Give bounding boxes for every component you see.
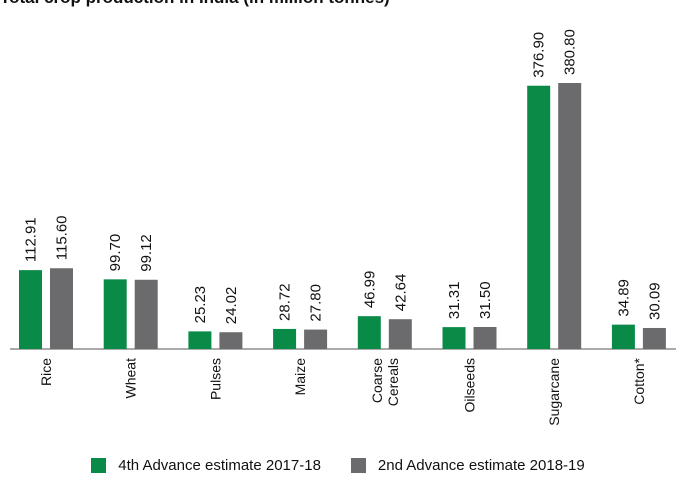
value-label-cotton-series-1: 34.89 [615, 279, 632, 317]
value-label-cotton-series-2: 30.09 [646, 282, 663, 320]
bar-sugarcane-series-2 [558, 83, 582, 349]
value-label-sugarcane-series-1: 376.90 [531, 32, 548, 78]
category-label-rice: Rice [38, 358, 54, 386]
value-label-oilseeds-series-2: 31.50 [477, 281, 494, 319]
bar-rice-series-2 [50, 268, 73, 349]
bar-chart: 112.91 115.60 99.70 99.12 25.23 24.02 28.72 27.… [10, 29, 676, 426]
bar-maize-series-1 [273, 328, 297, 349]
value-label-rice-series-1: 112.91 [23, 217, 40, 262]
bar-oilseeds-series-1 [442, 327, 466, 349]
category-label-wheat: Wheat [123, 358, 139, 399]
category-label-sugarcane: Sugarcane [546, 358, 562, 426]
bar-oilseeds-series-2 [473, 326, 497, 349]
bar-pulses-series-2 [219, 332, 243, 349]
bars-layer [19, 83, 666, 349]
category-label-maize: Maize [292, 358, 308, 396]
bar-cotton-series-1 [611, 324, 635, 349]
bar-coarse-cereals-series-2 [388, 319, 412, 349]
value-label-rice-series-2: 115.60 [54, 215, 71, 260]
value-labels-layer: 112.91 115.60 99.70 99.12 25.23 24.02 28.72 27.… [23, 29, 664, 324]
bar-wheat-series-2 [134, 279, 158, 349]
legend-swatch-series-1 [91, 457, 107, 473]
legend-item-series-1: 4th Advance estimate 2017-18 [91, 457, 321, 474]
category-label-coarse-cereals: CoarseCereals [369, 358, 401, 406]
bar-wheat-series-1 [103, 279, 127, 349]
value-label-sugarcane-series-2: 380.80 [562, 29, 579, 75]
value-label-coarse-cereals-series-1: 46.99 [361, 271, 378, 309]
bar-rice-series-1 [19, 270, 42, 349]
value-label-wheat-series-1: 99.70 [107, 234, 124, 272]
category-label-pulses: Pulses [207, 358, 223, 400]
value-label-coarse-cereals-series-2: 42.64 [392, 274, 409, 312]
legend-item-series-2: 2nd Advance estimate 2018-19 [350, 456, 585, 474]
category-labels-layer: Rice Wheat Pulses Maize CoarseCereals Oilseed… [38, 357, 647, 425]
legend-label-series-2: 2nd Advance estimate 2018-19 [377, 456, 585, 474]
bar-maize-series-2 [304, 329, 328, 349]
value-label-maize-series-2: 27.80 [308, 284, 325, 322]
bar-pulses-series-1 [188, 331, 212, 349]
value-label-maize-series-1: 28.72 [277, 283, 294, 321]
value-label-pulses-series-2: 24.02 [223, 287, 240, 325]
value-label-pulses-series-1: 25.23 [192, 286, 209, 324]
category-label-cotton: Cotton* [631, 357, 647, 404]
legend: 4th Advance estimate 2017-18 2nd Advance… [0, 454, 676, 476]
bar-cotton-series-2 [642, 327, 666, 349]
bar-sugarcane-series-1 [527, 85, 551, 349]
chart-title: Total crop production in India (in milli… [0, 0, 676, 8]
value-label-oilseeds-series-1: 31.31 [446, 282, 463, 320]
category-label-oilseeds: Oilseeds [462, 358, 478, 412]
value-label-wheat-series-2: 99.12 [138, 234, 155, 272]
legend-label-series-1: 4th Advance estimate 2017-18 [118, 456, 321, 474]
legend-swatch-series-2 [350, 457, 366, 473]
bar-coarse-cereals-series-1 [357, 316, 381, 349]
